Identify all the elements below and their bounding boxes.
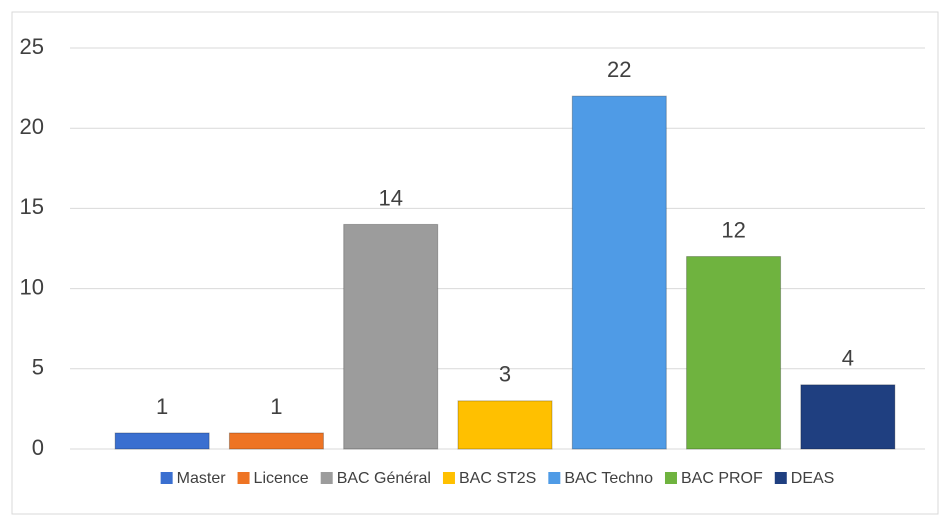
legend-swatch <box>160 472 173 484</box>
y-tick-label: 15 <box>20 194 44 219</box>
y-tick-label: 5 <box>32 355 44 380</box>
y-tick-label: 10 <box>20 274 44 299</box>
bar <box>343 223 439 450</box>
y-tick-label: 20 <box>20 114 44 139</box>
value-label: 4 <box>842 346 854 371</box>
legend-label: Licence <box>254 470 309 487</box>
bar <box>800 384 896 450</box>
legend-swatch <box>664 472 677 484</box>
value-label: 12 <box>721 217 745 242</box>
legend-swatch <box>237 472 250 484</box>
value-label: 22 <box>607 57 631 82</box>
legend-label: BAC Général <box>337 470 431 487</box>
legend-label: DEAS <box>791 470 835 487</box>
bar <box>228 432 324 450</box>
value-label: 1 <box>270 394 282 419</box>
legend-label: BAC ST2S <box>459 470 536 487</box>
legend-swatch <box>320 472 333 484</box>
legend-label: BAC PROF <box>681 470 763 487</box>
bar <box>457 400 553 450</box>
bar <box>571 95 667 450</box>
value-label: 14 <box>378 185 402 210</box>
bar <box>686 256 782 450</box>
legend-swatch <box>442 472 455 484</box>
legend-swatch <box>774 472 787 484</box>
y-tick-label: 0 <box>32 435 44 460</box>
value-label: 1 <box>156 394 168 419</box>
legend-label: BAC Techno <box>564 470 653 487</box>
value-label: 3 <box>499 362 511 387</box>
bar <box>114 432 210 450</box>
legend-swatch <box>548 472 561 484</box>
legend-label: Master <box>177 470 227 487</box>
y-tick-label: 25 <box>20 34 44 59</box>
